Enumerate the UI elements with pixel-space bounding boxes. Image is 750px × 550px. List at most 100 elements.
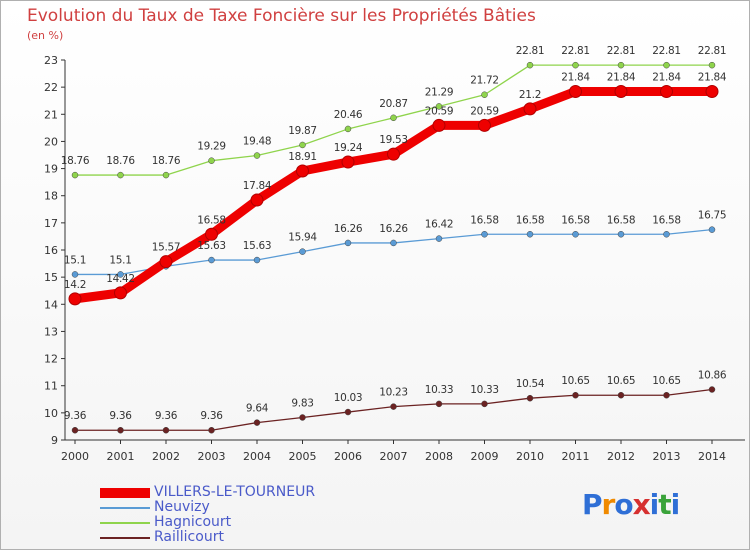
data-label: 15.94 bbox=[288, 232, 317, 244]
data-point bbox=[708, 386, 716, 393]
data-label: 20.59 bbox=[470, 105, 499, 117]
data-label: 21.84 bbox=[652, 71, 681, 83]
x-tick-label: 2006 bbox=[334, 450, 362, 463]
data-label: 21.29 bbox=[425, 86, 454, 98]
legend-item-villers: VILLERS-LE-TOURNEUR bbox=[100, 484, 360, 500]
data-point bbox=[481, 91, 488, 98]
unit-label: (en %) bbox=[27, 29, 64, 42]
data-point bbox=[205, 227, 218, 241]
y-tick-label: 11 bbox=[44, 380, 58, 393]
x-tick-label: 2003 bbox=[198, 450, 226, 463]
data-label: 15.63 bbox=[197, 240, 226, 252]
data-label: 18.91 bbox=[288, 151, 317, 163]
data-label: 15.57 bbox=[152, 242, 181, 254]
y-tick-label: 21 bbox=[44, 108, 58, 121]
data-point bbox=[344, 125, 352, 133]
data-point bbox=[708, 61, 716, 69]
data-point bbox=[68, 292, 82, 306]
x-tick-label: 2014 bbox=[698, 450, 726, 463]
x-tick-label: 2010 bbox=[516, 450, 544, 463]
data-point bbox=[390, 403, 397, 410]
data-label: 18.76 bbox=[152, 155, 181, 167]
data-label: 16.58 bbox=[561, 214, 590, 226]
x-tick-label: 2012 bbox=[607, 450, 635, 463]
legend-swatch-villers bbox=[100, 488, 150, 498]
data-label: 16.58 bbox=[470, 214, 499, 226]
data-point bbox=[208, 256, 215, 264]
data-label: 10.33 bbox=[425, 384, 454, 396]
data-point bbox=[162, 171, 170, 179]
data-point bbox=[208, 157, 215, 164]
data-label: 14.42 bbox=[106, 273, 135, 285]
data-label: 15.63 bbox=[243, 240, 272, 252]
data-label: 15.1 bbox=[64, 254, 86, 266]
data-point bbox=[569, 84, 582, 98]
data-point bbox=[435, 235, 443, 242]
data-label: 9.83 bbox=[291, 397, 313, 409]
data-label: 9.36 bbox=[109, 410, 132, 422]
data-label: 17.84 bbox=[243, 180, 272, 192]
data-point bbox=[253, 256, 261, 264]
data-label: 10.03 bbox=[334, 392, 363, 404]
data-point bbox=[71, 426, 79, 434]
y-tick-label: 20 bbox=[44, 135, 58, 148]
x-tick-label: 2005 bbox=[289, 450, 317, 463]
data-label: 20.59 bbox=[425, 105, 454, 117]
logo-letter: x bbox=[632, 488, 651, 521]
x-tick-label: 2001 bbox=[107, 450, 135, 463]
x-tick-label: 2011 bbox=[562, 450, 590, 463]
data-point bbox=[708, 226, 716, 233]
legend-label-neuvizy: Neuvizy bbox=[154, 499, 210, 515]
data-label: 10.86 bbox=[698, 370, 727, 382]
data-label: 16.75 bbox=[698, 210, 727, 222]
data-label: 16.58 bbox=[516, 214, 545, 226]
data-point bbox=[705, 84, 719, 98]
data-label: 22.81 bbox=[652, 45, 681, 57]
data-label: 9.36 bbox=[200, 410, 223, 422]
data-label: 16.42 bbox=[425, 219, 454, 231]
data-point bbox=[572, 231, 579, 238]
data-point bbox=[526, 231, 534, 238]
logo-letter: r bbox=[601, 488, 616, 521]
data-point bbox=[117, 171, 124, 179]
y-tick-label: 18 bbox=[44, 190, 58, 203]
series-line-villers-le-tourneur bbox=[70, 86, 717, 304]
data-label: 16.26 bbox=[334, 223, 363, 235]
logo-letter: i bbox=[670, 488, 681, 521]
data-point bbox=[344, 408, 352, 416]
data-label: 9.64 bbox=[246, 403, 269, 415]
legend-item-raillicourt: Raillicourt bbox=[100, 529, 360, 545]
data-label: 14.2 bbox=[64, 279, 86, 291]
data-label: 10.23 bbox=[379, 387, 408, 399]
legend-label-hagnicourt: Hagnicourt bbox=[154, 514, 232, 530]
data-point bbox=[117, 271, 124, 278]
data-point bbox=[614, 84, 628, 98]
data-point bbox=[341, 155, 355, 169]
data-point bbox=[296, 164, 309, 178]
data-point bbox=[572, 391, 579, 399]
x-tick-label: 2004 bbox=[243, 450, 271, 463]
y-tick-label: 10 bbox=[44, 407, 58, 420]
data-label: 19.24 bbox=[334, 142, 363, 154]
logo-letter: i bbox=[649, 488, 660, 521]
chart-title: Evolution du Taux de Taxe Foncière sur l… bbox=[27, 6, 536, 26]
data-label: 16.58 bbox=[652, 214, 681, 226]
data-point bbox=[208, 426, 215, 434]
legend-item-neuvizy: Neuvizy bbox=[100, 499, 360, 515]
data-point bbox=[617, 391, 625, 399]
legend-label-villers: VILLERS-LE-TOURNEUR bbox=[154, 484, 316, 500]
legend-label-raillicourt: Raillicourt bbox=[154, 529, 224, 545]
legend-item-hagnicourt: Hagnicourt bbox=[100, 514, 360, 530]
data-point bbox=[617, 231, 625, 238]
data-point bbox=[250, 193, 264, 207]
y-tick-label: 15 bbox=[44, 271, 58, 284]
data-point bbox=[663, 61, 670, 69]
data-point bbox=[481, 231, 488, 238]
data-point bbox=[71, 271, 79, 278]
data-point bbox=[390, 114, 397, 122]
data-point bbox=[663, 231, 670, 238]
data-point bbox=[253, 419, 261, 426]
data-label: 20.46 bbox=[334, 109, 363, 121]
data-label: 10.65 bbox=[652, 375, 681, 387]
